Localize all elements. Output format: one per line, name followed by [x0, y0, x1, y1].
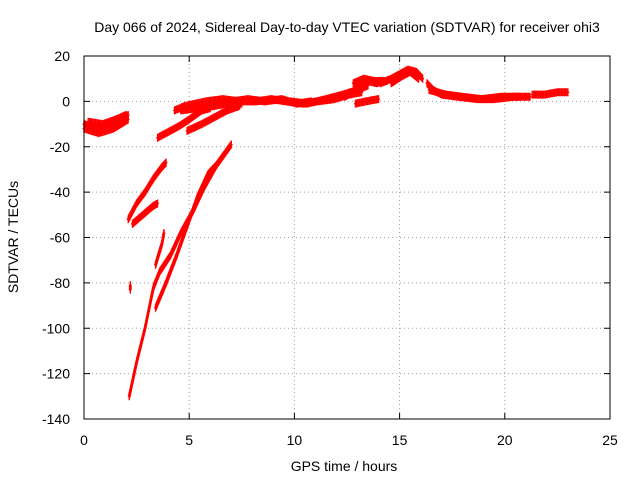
data-point: [518, 92, 521, 101]
y-axis-label: SDTVAR / TECUs: [5, 181, 21, 293]
satellite-track: [126, 158, 168, 224]
y-tick-label: 0: [62, 93, 70, 109]
data-point: [377, 95, 380, 104]
satellite-track: [354, 95, 380, 108]
y-tick-label: 20: [54, 48, 70, 64]
data-point: [417, 74, 420, 83]
y-tick-label: -140: [42, 411, 70, 427]
data-point: [528, 92, 532, 101]
axis-ticks: 0 5 10 15 20 25 -140 -120 -100 -80 -60 -40 -20 0 20: [42, 48, 618, 448]
x-tick-label: 20: [497, 432, 513, 448]
satellite-track: [86, 111, 128, 129]
x-tick-label: 25: [602, 432, 618, 448]
data-point: [566, 88, 570, 97]
x-tick-label: 0: [80, 432, 88, 448]
data-point: [215, 160, 218, 169]
x-axis-label: GPS time / hours: [291, 458, 398, 474]
x-tick-label: 5: [185, 432, 193, 448]
y-tick-label: -100: [42, 320, 70, 336]
satellite-track: [82, 115, 130, 138]
satellite-track: [427, 86, 521, 104]
x-tick-label: 10: [287, 432, 303, 448]
data-point: [162, 229, 166, 237]
x-tick-label: 15: [392, 432, 408, 448]
data-point: [128, 285, 132, 294]
data-point: [164, 158, 168, 167]
chart-title: Day 066 of 2024, Sidereal Day-to-day VTE…: [94, 19, 600, 35]
data-layer: [82, 65, 570, 401]
data-point: [124, 111, 128, 119]
y-tick-label: -40: [50, 184, 70, 200]
satellite-track: [185, 101, 242, 135]
satellite-track: [154, 229, 166, 269]
satellite-track: [530, 88, 570, 99]
satellite-track: [128, 281, 132, 294]
satellite-track: [154, 160, 218, 312]
data-point: [156, 199, 159, 208]
y-tick-label: -20: [50, 139, 70, 155]
data-point: [229, 140, 233, 149]
y-tick-label: -80: [50, 275, 70, 291]
satellite-track: [156, 104, 212, 142]
satellite-track: [131, 199, 159, 228]
data-point: [421, 74, 425, 83]
y-tick-label: -60: [50, 230, 70, 246]
y-tick-label: -120: [42, 366, 70, 382]
satellite-track: [389, 67, 420, 88]
data-point: [126, 115, 130, 124]
